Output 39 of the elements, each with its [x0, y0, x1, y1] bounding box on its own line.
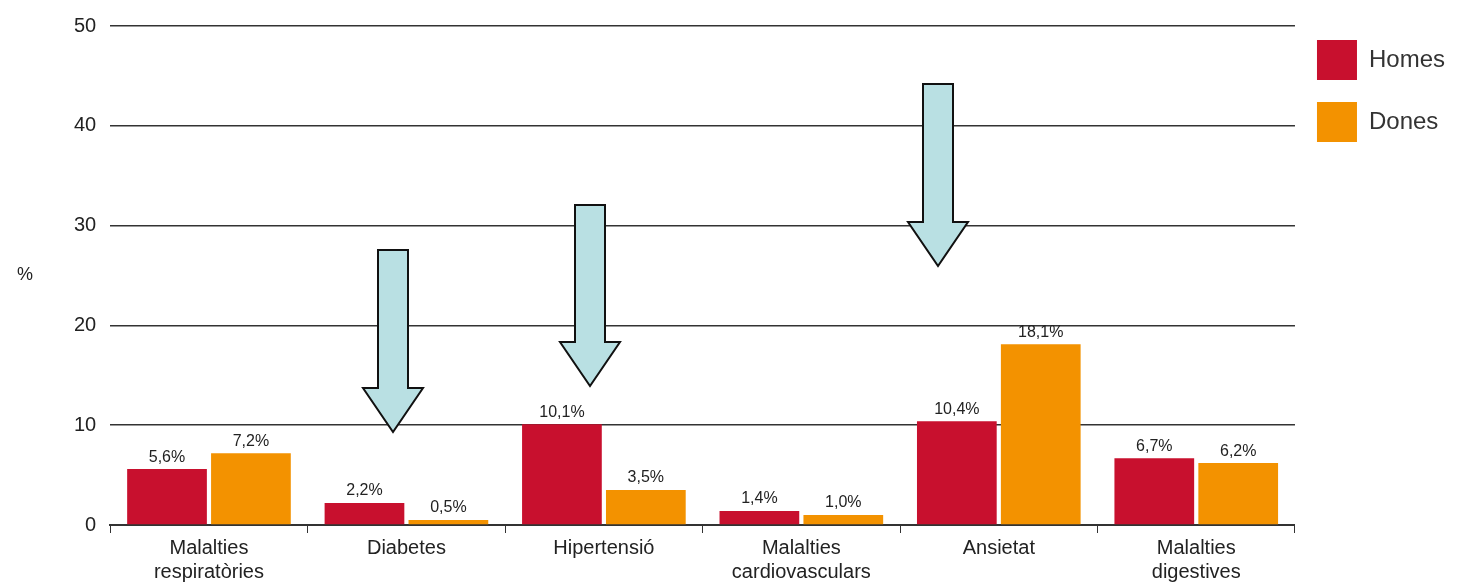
y-tick-label: 0	[85, 512, 97, 535]
data-label: 2,2%	[346, 481, 383, 499]
x-tick-label: Malalties digestives	[1151, 535, 1241, 582]
bar	[211, 453, 291, 525]
x-tick-label: Ansietat	[962, 535, 1036, 558]
bar	[605, 490, 686, 525]
bar	[522, 424, 602, 525]
x-tick-label: Hipertensió	[553, 535, 655, 558]
y-tick-label: 20	[74, 312, 97, 335]
bar	[324, 503, 405, 525]
y-tick-label: 50	[74, 13, 97, 36]
x-tick-label: Malalties cardiovasculars	[731, 535, 871, 582]
legend-label: Homes	[1368, 44, 1446, 72]
data-label: 18,1%	[1018, 322, 1064, 340]
data-label: 6,2%	[1219, 441, 1257, 459]
data-label: 5,6%	[148, 447, 186, 465]
data-label: 10,4%	[934, 399, 980, 417]
data-label: 3,5%	[627, 468, 665, 486]
bar	[1198, 463, 1279, 525]
legend-label: Dones	[1368, 106, 1439, 134]
bar	[916, 421, 997, 525]
y-tick-label: 30	[74, 213, 97, 236]
bar	[719, 511, 800, 525]
x-tick-label: Malalties respiratòries	[153, 535, 264, 582]
bar	[127, 469, 207, 525]
data-label: 0,5%	[430, 498, 467, 516]
y-axis-title: %	[16, 264, 34, 285]
y-tick-label: 40	[74, 113, 97, 136]
y-tick-label: 10	[74, 412, 97, 435]
data-label: 7,2%	[232, 431, 270, 449]
data-label: 1,4%	[741, 489, 778, 507]
data-label: 6,7%	[1136, 436, 1173, 454]
bar	[803, 515, 884, 525]
data-label: 1,0%	[825, 493, 862, 511]
data-label: 10,1%	[539, 402, 585, 420]
bar	[1114, 458, 1195, 525]
bar	[1000, 344, 1081, 525]
bar	[408, 520, 489, 525]
x-tick-label: Diabetes	[366, 535, 446, 558]
